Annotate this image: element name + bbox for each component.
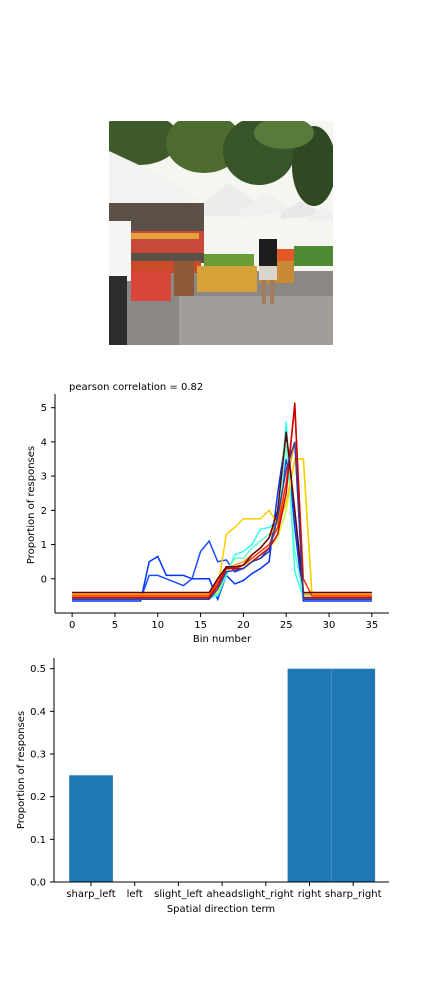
y-axis-label: Proportion of responses [16, 711, 27, 829]
y-tick-label: 0.4 [30, 707, 46, 718]
x-tick-label: 35 [366, 620, 379, 631]
y-tick-label: 0.0 [30, 878, 46, 889]
chart-title: pearson correlation = 0.82 [69, 382, 203, 393]
y-tick-label: 0.5 [30, 664, 46, 675]
x-axis-label: Bin number [193, 634, 252, 645]
x-tick-label: 5 [112, 620, 118, 631]
x-tick-label: slight_left [154, 889, 203, 900]
x-tick-label: 0 [69, 620, 75, 631]
y-axis-label: Proportion of responses [26, 446, 37, 564]
y-tick-label: 0.2 [30, 792, 46, 803]
series-line-10 [72, 441, 372, 601]
y-tick-label: 5 [41, 403, 47, 414]
bar-chart: sharp_left left slight_left ahead slight_rig… [16, 658, 389, 915]
y-tick-label: 4 [41, 437, 47, 448]
x-tick-label: left [127, 889, 143, 900]
bar-chart-bars [69, 668, 376, 882]
line-chart: pearson correlation = 0.82 0 5 10 15 20 25 30 3… [26, 382, 389, 645]
bar-sharp_left [69, 775, 113, 882]
market-photo [109, 121, 333, 345]
produce-stalls [109, 203, 333, 301]
series-line-8 [72, 402, 372, 599]
y-tick-label: 3 [41, 472, 47, 483]
x-tick-label: 10 [151, 620, 164, 631]
y-tick-label: 0.1 [30, 835, 46, 846]
shoppers [109, 221, 277, 345]
x-ticks: 0 5 10 15 20 25 30 35 [69, 613, 378, 631]
series-line-6 [72, 441, 372, 595]
x-tick-label: 15 [194, 620, 207, 631]
y-ticks: 0 1 2 3 4 5 [41, 403, 55, 585]
y-tick-label: 1 [41, 540, 47, 551]
y-tick-label: 0.3 [30, 750, 46, 761]
series-line-7 [72, 407, 372, 597]
x-tick-label: right [298, 889, 322, 900]
y-tick-label: 0 [41, 574, 47, 585]
x-ticks: sharp_left left slight_left ahead slight_rig… [66, 882, 382, 900]
y-ticks: 0.0 0.1 0.2 0.3 0.4 0.5 [30, 664, 54, 889]
series-line-2 [72, 421, 372, 599]
line-chart-plot-area [72, 402, 372, 602]
x-tick-label: ahead [207, 889, 238, 900]
x-tick-label: 25 [280, 620, 293, 631]
x-tick-label: 30 [323, 620, 336, 631]
tent-canopies [109, 151, 333, 221]
bar-right [287, 668, 332, 882]
x-axis-label: Spatial direction term [167, 904, 275, 915]
x-tick-label: 20 [237, 620, 250, 631]
x-tick-label: slight_right [238, 889, 294, 900]
x-tick-label: sharp_right [325, 889, 382, 900]
tree-canopy [109, 121, 333, 206]
y-tick-label: 2 [41, 506, 47, 517]
bar-sharp_right [331, 668, 376, 882]
x-tick-label: sharp_left [66, 889, 115, 900]
series-line-9 [72, 431, 372, 594]
